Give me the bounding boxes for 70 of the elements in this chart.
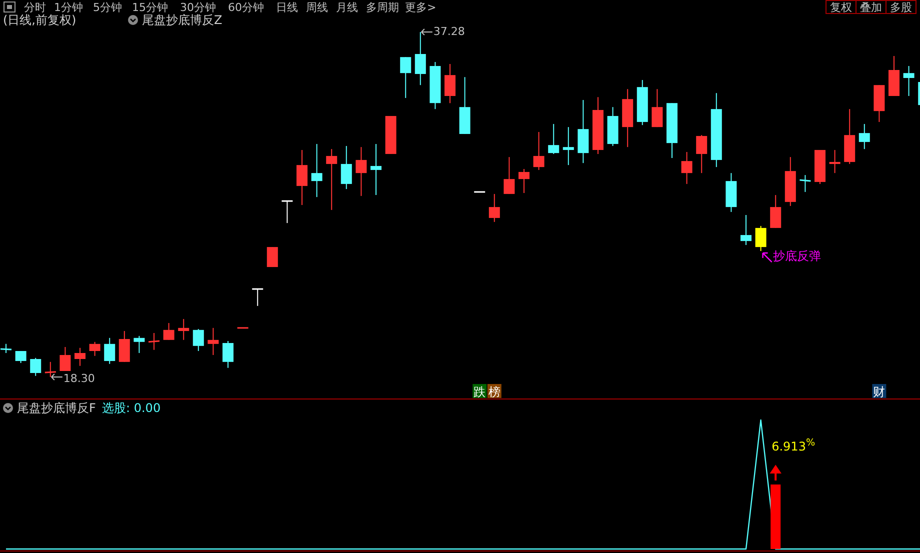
candlestick: [192, 328, 204, 352]
text: 多周期: [366, 1, 399, 14]
candlestick: [104, 337, 116, 364]
chart-title: 尾盘抄底博反F: [17, 401, 96, 415]
candlestick: [740, 214, 752, 246]
candlestick: [0, 343, 12, 354]
annotation: 18.30: [63, 372, 95, 385]
chart-title: (日线,前复权): [3, 13, 76, 27]
text: 60分钟: [228, 1, 264, 14]
candlestick: [533, 131, 544, 170]
text: 多股: [890, 1, 912, 14]
candlestick: [134, 335, 145, 354]
candlestick: [518, 168, 530, 194]
text: 15分钟: [132, 1, 168, 14]
text: 周线: [306, 1, 328, 14]
candlestick: [251, 288, 264, 306]
candlestick: [208, 327, 219, 356]
text: 财: [873, 385, 886, 399]
candlestick: [356, 146, 367, 196]
text: 1分钟: [54, 1, 83, 14]
candlestick: [15, 350, 26, 364]
candlestick: [89, 341, 100, 356]
candlestick: [858, 123, 870, 150]
candlestick: [829, 149, 840, 174]
candlestick: [296, 149, 308, 206]
candlestick: [266, 246, 278, 268]
text: 跌: [474, 385, 486, 399]
candlestick: [652, 88, 663, 128]
candlestick: [74, 347, 86, 366]
candlestick: [30, 357, 42, 376]
candlestick: [548, 123, 560, 154]
candlestick: [280, 200, 294, 224]
text: 复权: [830, 1, 852, 14]
candlestick: [798, 174, 812, 192]
text: 叠加: [860, 1, 882, 14]
candlestick: [562, 126, 574, 166]
candlestick: [696, 134, 708, 174]
candlestick: [340, 145, 352, 190]
chart-subtitle: 尾盘抄底博反Z: [142, 13, 222, 27]
annotation: 6.913$^{%}$: [772, 437, 816, 454]
text: 5分钟: [93, 1, 122, 14]
annotation: 抄底反弹: [772, 249, 821, 264]
candlestick: [326, 148, 338, 210]
candlestick: [44, 361, 57, 378]
text: 更多>: [405, 1, 436, 14]
candlestick: [370, 143, 382, 196]
text: 选股: 0.00: [102, 401, 161, 415]
annotation: 37.28: [433, 25, 465, 38]
candlestick: [903, 65, 914, 96]
candlestick: [400, 56, 412, 98]
text: 月线: [336, 1, 358, 14]
candlestick: [770, 194, 782, 228]
candlestick: [178, 318, 190, 340]
candlestick: [755, 225, 766, 252]
candlestick: [118, 330, 130, 362]
text: 30分钟: [180, 1, 216, 14]
candlestick: [578, 99, 589, 164]
candlestick: [222, 340, 234, 368]
candlestick: [504, 156, 515, 194]
candlestick: [488, 193, 500, 222]
candlestick: [414, 32, 426, 86]
candlestick: [60, 346, 71, 372]
candlestick: [311, 143, 322, 198]
candlestick: [148, 332, 160, 350]
candlestick: [163, 322, 174, 340]
text: 日线: [276, 1, 298, 14]
candlestick: [444, 63, 456, 104]
candlestick: [681, 151, 692, 184]
text: 榜: [488, 385, 500, 399]
text: 分时: [24, 1, 46, 14]
